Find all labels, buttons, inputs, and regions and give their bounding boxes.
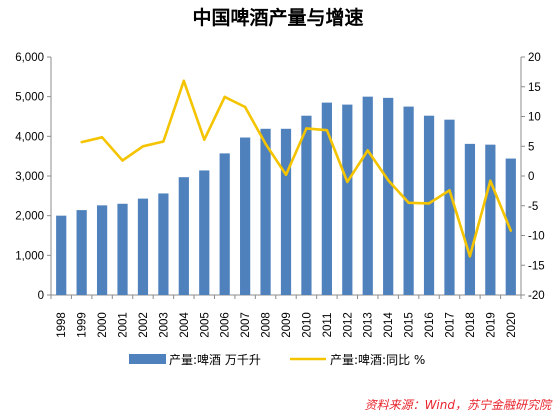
left-tick-label: 2,000 xyxy=(15,211,44,223)
bar-2009 xyxy=(280,128,292,295)
bar-2019 xyxy=(485,144,496,295)
left-tick-label: 1,000 xyxy=(15,250,44,262)
right-tick-label: 20 xyxy=(528,52,541,64)
yoy-growth-line xyxy=(81,79,513,258)
right-tick-label: 15 xyxy=(528,82,541,94)
yoy-point-2003 xyxy=(162,140,165,143)
right-tick-label: -5 xyxy=(528,201,538,213)
bar-1998 xyxy=(56,215,67,295)
bar-2004 xyxy=(178,177,189,295)
yoy-point-2011 xyxy=(325,128,329,132)
x-tick-label: 2020 xyxy=(506,312,518,338)
x-tick-label: 2015 xyxy=(404,312,416,338)
x-tick-label: 2016 xyxy=(424,312,436,338)
yoy-point-2009 xyxy=(284,173,288,177)
yoy-point-2012 xyxy=(346,180,349,184)
right-tick-label: -20 xyxy=(528,290,545,302)
bar-2007 xyxy=(240,137,251,295)
bar-2001 xyxy=(117,203,128,295)
bar-2010 xyxy=(301,115,312,295)
bar-2018 xyxy=(464,143,476,295)
right-axis-ticks: -20 -15 -10 -5 0 5 10 15 20 xyxy=(521,52,545,302)
right-tick-label: -15 xyxy=(528,260,545,272)
line-series xyxy=(80,79,513,258)
left-tick-label: 4,000 xyxy=(15,131,44,143)
bar-series xyxy=(56,96,516,296)
bar-2006 xyxy=(219,153,230,295)
legend: 产量:啤酒 万千升 产量:啤酒:同比 % xyxy=(129,352,425,367)
bar-2013 xyxy=(362,96,373,296)
x-tick-label: 2001 xyxy=(118,312,130,338)
x-tick-label: 2011 xyxy=(322,313,334,338)
bar-2016 xyxy=(423,115,435,295)
bar-2020 xyxy=(505,158,516,295)
x-tick-label: 2013 xyxy=(363,312,375,338)
x-axis-ticks: 1998 1999 2000 2001 2002 2003 2004 2005 2006 2007… xyxy=(50,295,522,338)
yoy-point-2018 xyxy=(468,255,472,258)
x-tick-label: 2017 xyxy=(444,312,456,338)
yoy-point-2001 xyxy=(121,159,124,162)
bar-2014 xyxy=(383,97,394,296)
yoy-point-2017 xyxy=(448,189,451,192)
x-tick-label: 2008 xyxy=(261,312,273,338)
yoy-point-2006 xyxy=(223,95,226,99)
left-tick-label: 0 xyxy=(38,290,44,302)
x-tick-label: 2002 xyxy=(138,312,150,338)
bar-2012 xyxy=(342,104,353,295)
yoy-point-2008 xyxy=(264,142,267,146)
x-tick-label: 2005 xyxy=(199,312,211,338)
yoy-point-2020 xyxy=(509,229,512,232)
bar-2002 xyxy=(137,198,149,295)
bar-2015 xyxy=(403,106,414,295)
x-tick-label: 2010 xyxy=(301,312,313,338)
x-tick-label: 2014 xyxy=(383,312,395,338)
right-tick-label: 10 xyxy=(528,112,541,124)
bar-2000 xyxy=(96,205,108,295)
yoy-point-2007 xyxy=(243,105,247,109)
legend-bar-label: 产量:啤酒 万千升 xyxy=(169,352,261,367)
x-tick-label: 1998 xyxy=(56,312,68,338)
left-tick-label: 3,000 xyxy=(15,171,44,183)
x-tick-label: 2012 xyxy=(342,312,354,338)
legend-bar-swatch xyxy=(129,354,166,364)
left-tick-label: 6,000 xyxy=(15,52,44,64)
x-tick-label: 2009 xyxy=(281,312,293,338)
left-tick-label: 5,000 xyxy=(15,92,44,104)
yoy-point-2005 xyxy=(203,138,206,141)
left-axis-ticks: 0 1,000 2,000 3,000 4,000 5,000 6,000 xyxy=(15,52,51,302)
source-note: 资料来源：Wind，苏宁金融研究院 xyxy=(365,398,553,412)
x-tick-label: 2019 xyxy=(485,312,497,338)
yoy-point-2019 xyxy=(489,179,492,182)
yoy-point-2014 xyxy=(386,178,390,182)
legend-line-label: 产量:啤酒:同比 % xyxy=(330,352,425,367)
yoy-point-2004 xyxy=(182,79,186,83)
bar-2005 xyxy=(199,170,210,295)
x-tick-label: 2007 xyxy=(240,312,252,338)
x-tick-label: 2018 xyxy=(465,312,477,338)
x-tick-label: 2004 xyxy=(179,312,191,338)
bar-2017 xyxy=(444,119,455,295)
x-tick-label: 2003 xyxy=(158,312,170,338)
bar-2003 xyxy=(158,193,169,295)
yoy-point-2013 xyxy=(366,149,369,152)
bar-1999 xyxy=(76,210,87,295)
yoy-point-2010 xyxy=(305,127,308,130)
x-tick-label: 2006 xyxy=(220,312,232,338)
right-tick-label: 5 xyxy=(528,141,534,153)
chart-title: 中国啤酒产量与增速 xyxy=(192,6,363,29)
x-tick-label: 1999 xyxy=(77,312,89,338)
yoy-point-2015 xyxy=(407,201,410,204)
yoy-point-1999 xyxy=(80,140,83,144)
yoy-point-2002 xyxy=(141,145,145,148)
x-tick-label: 2000 xyxy=(97,312,109,338)
bar-2011 xyxy=(321,102,332,295)
bar-2008 xyxy=(260,128,271,295)
yoy-point-2000 xyxy=(100,136,104,139)
yoy-point-2016 xyxy=(427,202,431,205)
right-tick-label: -10 xyxy=(528,231,545,243)
right-tick-label: 0 xyxy=(528,171,534,183)
